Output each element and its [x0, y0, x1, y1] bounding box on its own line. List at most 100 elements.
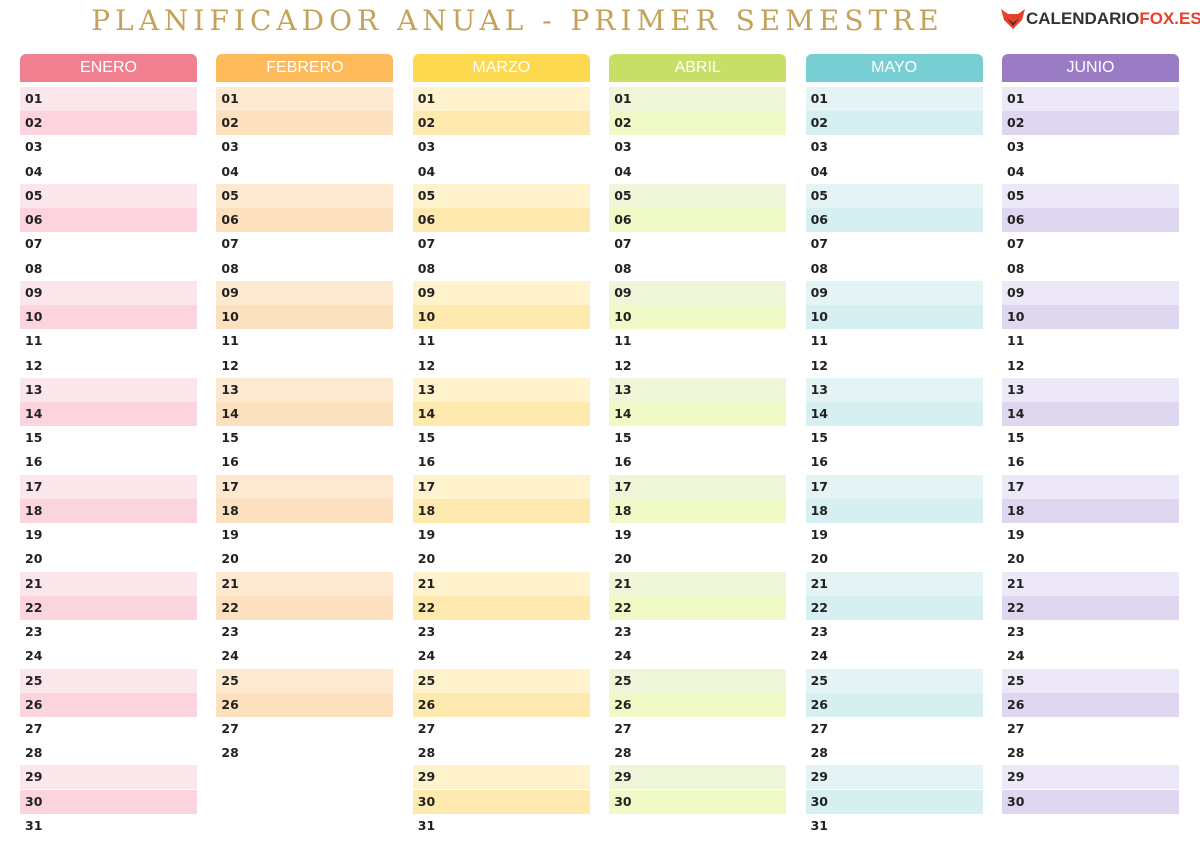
day-row: 27: [25, 720, 43, 736]
day-row: 30: [1002, 789, 1179, 814]
day-row: 21: [609, 571, 787, 596]
day-row: 10: [412, 305, 590, 330]
day-row: 16: [417, 454, 436, 470]
day-row: 09: [216, 280, 394, 305]
day-row: 21: [805, 571, 983, 596]
day-row: 08: [614, 260, 632, 276]
day-row: 13: [412, 377, 590, 402]
day-row: 04: [810, 163, 828, 179]
day-row: 05: [1002, 183, 1179, 208]
day-row: 17: [216, 474, 394, 499]
day-row: 01: [609, 87, 787, 111]
day-row: 05: [609, 183, 787, 208]
day-row: 20: [221, 551, 239, 567]
day-row: 04: [417, 163, 436, 179]
day-row: 23: [417, 624, 436, 640]
day-row: 01: [20, 87, 197, 111]
day-row: 16: [1007, 454, 1025, 470]
day-row: 12: [810, 357, 828, 373]
day-row: 13: [609, 377, 787, 402]
day-row: 17: [412, 474, 590, 499]
day-row: 03: [417, 139, 436, 155]
day-row: 03: [614, 139, 632, 155]
day-row: 10: [1002, 305, 1179, 330]
day-row: 05: [216, 183, 394, 208]
day-row: 09: [20, 280, 197, 305]
day-row: 02: [412, 111, 590, 136]
day-row: 03: [25, 139, 43, 155]
day-row: 15: [810, 430, 828, 446]
day-row: 30: [805, 789, 983, 814]
day-row: 02: [1002, 111, 1179, 136]
day-row: 08: [810, 260, 828, 276]
logo-text: FOX.ES: [1139, 9, 1200, 28]
day-row: 29: [412, 765, 590, 790]
day-row: 22: [805, 595, 983, 620]
day-row: 31: [810, 817, 828, 833]
day-row: 18: [1002, 498, 1179, 523]
day-row: 21: [20, 571, 197, 596]
day-row: 04: [221, 163, 239, 179]
day-row: 29: [609, 765, 787, 790]
day-row: 30: [609, 789, 787, 814]
day-row: 07: [221, 236, 239, 252]
day-row: 25: [1002, 668, 1179, 693]
day-row: 28: [25, 745, 43, 761]
day-row: 07: [417, 236, 436, 252]
day-row: 18: [412, 498, 590, 523]
month-header: MAYO: [805, 54, 983, 82]
day-row: 11: [614, 333, 632, 349]
day-row: 24: [221, 648, 239, 664]
day-row: 01: [216, 87, 394, 111]
day-row: 21: [412, 571, 590, 596]
day-row: 28: [810, 745, 828, 761]
day-row: 10: [609, 305, 787, 330]
day-row: 24: [417, 648, 436, 664]
day-row: 25: [609, 668, 787, 693]
title: PLANIFICADOR ANUAL - PRIMER SEMESTRE: [91, 4, 944, 37]
day-row: 17: [805, 474, 983, 499]
day-row: 25: [20, 668, 197, 693]
day-row: 27: [221, 720, 239, 736]
day-row: 20: [417, 551, 436, 567]
day-row: 19: [810, 527, 828, 543]
day-row: 11: [221, 333, 239, 349]
day-row: 28: [614, 745, 632, 761]
month-header: MARZO: [412, 54, 590, 82]
day-row: 05: [20, 183, 197, 208]
day-row: 24: [614, 648, 632, 664]
day-row: 15: [25, 430, 43, 446]
day-row: 13: [20, 377, 197, 402]
day-row: 28: [1007, 745, 1025, 761]
day-row: 14: [412, 401, 590, 426]
day-row: 08: [25, 260, 43, 276]
day-row: 25: [805, 668, 983, 693]
day-row: 23: [221, 624, 239, 640]
day-row: 05: [412, 183, 590, 208]
day-row: 16: [25, 454, 43, 470]
day-row: 20: [810, 551, 828, 567]
logo-icon: [1001, 9, 1025, 29]
day-row: 06: [412, 208, 590, 233]
day-row: 24: [25, 648, 43, 664]
day-row: 26: [805, 692, 983, 717]
day-row: 14: [805, 401, 983, 426]
day-row: 12: [1007, 357, 1025, 373]
day-row: 28: [417, 745, 436, 761]
day-row: 14: [609, 401, 787, 426]
day-row: 09: [1002, 280, 1179, 305]
day-row: 15: [614, 430, 632, 446]
day-row: 22: [609, 595, 787, 620]
day-row: 07: [25, 236, 43, 252]
day-row: 15: [417, 430, 436, 446]
day-row: 15: [221, 430, 239, 446]
day-row: 19: [221, 527, 239, 543]
day-row: 20: [614, 551, 632, 567]
day-row: 26: [216, 692, 394, 717]
day-row: 18: [216, 498, 394, 523]
day-row: 17: [609, 474, 787, 499]
day-row: 26: [412, 692, 590, 717]
day-row: 07: [614, 236, 632, 252]
day-row: 11: [417, 333, 436, 349]
day-row: 14: [1002, 401, 1179, 426]
